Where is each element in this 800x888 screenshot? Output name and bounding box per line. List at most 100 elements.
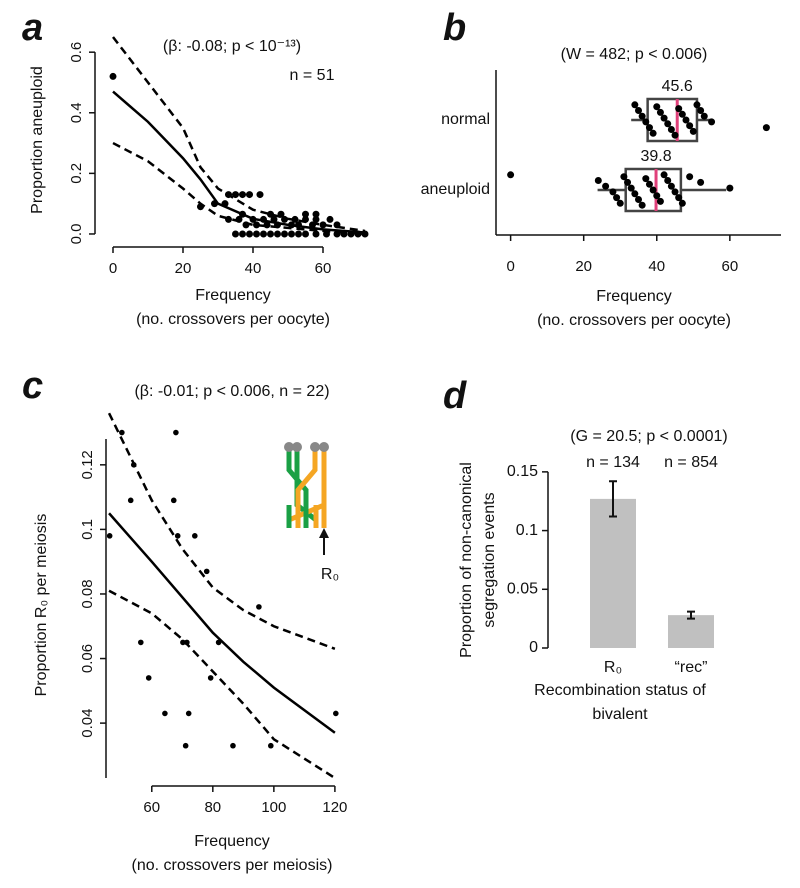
point xyxy=(309,221,316,229)
category-label: normal xyxy=(441,111,490,128)
confidence-line xyxy=(112,36,366,233)
point xyxy=(256,604,262,610)
x-tick-label: 60 xyxy=(143,799,160,816)
point xyxy=(145,675,152,681)
point xyxy=(686,173,694,181)
point xyxy=(708,118,716,126)
point xyxy=(312,230,320,238)
point xyxy=(354,230,362,238)
annotation: (β: -0.08; p < 10⁻¹³) xyxy=(163,38,301,55)
point xyxy=(620,173,628,181)
point xyxy=(333,710,339,717)
y-tick-label: 0.6 xyxy=(68,42,85,63)
x-tick-label: 100 xyxy=(261,799,286,816)
point xyxy=(211,200,218,208)
point xyxy=(635,196,642,203)
point xyxy=(274,230,281,238)
point xyxy=(333,221,341,229)
point xyxy=(664,177,672,184)
point xyxy=(260,230,267,238)
point xyxy=(693,101,701,109)
bar xyxy=(668,615,714,648)
point xyxy=(762,124,770,132)
x-tick-label: R₀ xyxy=(604,659,622,676)
point xyxy=(119,429,125,436)
point xyxy=(649,186,657,194)
category-label: aneuploid xyxy=(421,181,490,198)
point xyxy=(642,118,650,126)
y-axis-label: segregation events xyxy=(481,492,498,627)
point xyxy=(260,215,267,223)
point xyxy=(288,230,295,238)
point xyxy=(230,742,236,749)
point xyxy=(288,221,295,229)
annotation: (β: -0.01; p < 0.006, n = 22) xyxy=(134,383,329,400)
point xyxy=(225,215,232,223)
x-axis-label: Frequency xyxy=(195,287,271,304)
x-tick-label: 80 xyxy=(204,799,221,816)
y-tick-label: 0.0 xyxy=(68,224,85,245)
point xyxy=(347,230,355,238)
point xyxy=(675,105,683,113)
point xyxy=(697,107,705,114)
point xyxy=(671,188,679,196)
point xyxy=(302,230,309,238)
x-tick-label: 0 xyxy=(506,258,514,275)
x-tick-label: “rec” xyxy=(675,659,708,676)
point xyxy=(667,126,675,133)
point xyxy=(170,497,177,504)
point xyxy=(239,210,246,218)
point xyxy=(173,429,179,436)
point xyxy=(253,221,260,229)
point xyxy=(638,112,646,120)
point xyxy=(340,230,348,238)
point xyxy=(246,230,253,238)
point xyxy=(127,497,134,504)
x-axis-label: Frequency xyxy=(194,833,270,850)
point xyxy=(130,462,137,468)
point xyxy=(246,191,253,199)
point xyxy=(664,120,672,128)
x-tick-label: 20 xyxy=(575,258,592,275)
y-tick-label: 0.15 xyxy=(507,463,538,480)
point xyxy=(207,675,214,681)
point xyxy=(645,124,653,132)
x-axis-label: bivalent xyxy=(592,706,648,723)
point xyxy=(184,639,190,646)
point xyxy=(225,191,232,199)
error-bar xyxy=(609,480,617,518)
y-axis-label: Proportion aneuploid xyxy=(29,66,46,214)
point xyxy=(203,568,210,575)
fit-line xyxy=(108,512,336,734)
point xyxy=(645,180,653,188)
y-tick-label: 0.12 xyxy=(79,450,96,479)
annotation: (G = 20.5; p < 0.0001) xyxy=(570,428,727,445)
point xyxy=(312,215,320,223)
point xyxy=(656,108,664,116)
point xyxy=(631,101,639,109)
error-bar xyxy=(687,610,695,620)
annotation: (W = 482; p < 0.006) xyxy=(561,46,708,63)
sample-size: n = 51 xyxy=(290,67,335,84)
y-tick-label: 0.1 xyxy=(516,522,538,539)
x-axis-label: Frequency xyxy=(596,288,672,305)
y-tick-label: 0.1 xyxy=(79,519,96,540)
y-tick-label: 0 xyxy=(529,639,538,656)
point xyxy=(323,230,330,238)
point xyxy=(602,182,610,190)
x-axis-label: Recombination status of xyxy=(534,682,706,699)
point xyxy=(192,533,198,539)
y-tick-label: 0.2 xyxy=(68,163,85,184)
point xyxy=(653,192,661,200)
confidence-line xyxy=(112,141,366,236)
point xyxy=(263,221,271,229)
point xyxy=(616,199,624,207)
point xyxy=(638,201,646,209)
panel-letter: b xyxy=(443,7,466,49)
point xyxy=(215,639,222,646)
inset-label: R₀ xyxy=(321,566,339,583)
point xyxy=(649,129,657,137)
point xyxy=(274,221,281,229)
x-axis-label: (no. crossovers per oocyte) xyxy=(537,312,731,329)
